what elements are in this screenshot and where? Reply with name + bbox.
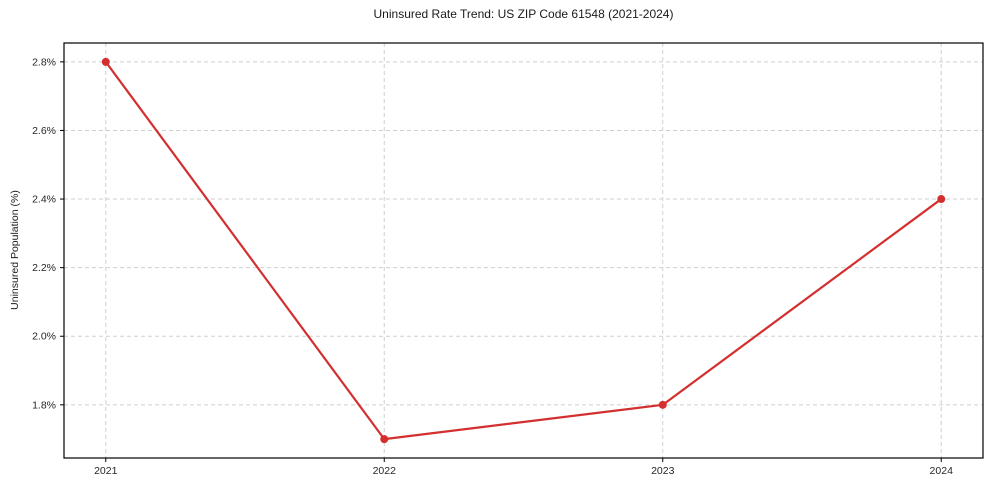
data-point: [658, 400, 667, 409]
x-tick-label: 2023: [651, 465, 675, 477]
plot-border: [63, 42, 984, 459]
chart-title: Uninsured Rate Trend: US ZIP Code 61548 …: [373, 7, 674, 21]
y-tick-label: 2.6%: [32, 125, 56, 137]
y-tick-label: 1.8%: [32, 399, 56, 411]
y-tick-label: 2.4%: [32, 194, 56, 206]
y-tick-label: 2.2%: [32, 262, 56, 274]
x-tick-label: 2022: [373, 465, 397, 477]
data-point: [380, 435, 389, 444]
x-tick-label: 2024: [930, 465, 954, 477]
trend-line: [104, 60, 943, 441]
data-point: [101, 57, 110, 66]
data-point: [937, 195, 946, 204]
x-tick-label: 2021: [94, 465, 118, 477]
y-tick-label: 2.0%: [32, 331, 56, 343]
y-tick-label: 2.8%: [32, 56, 56, 68]
